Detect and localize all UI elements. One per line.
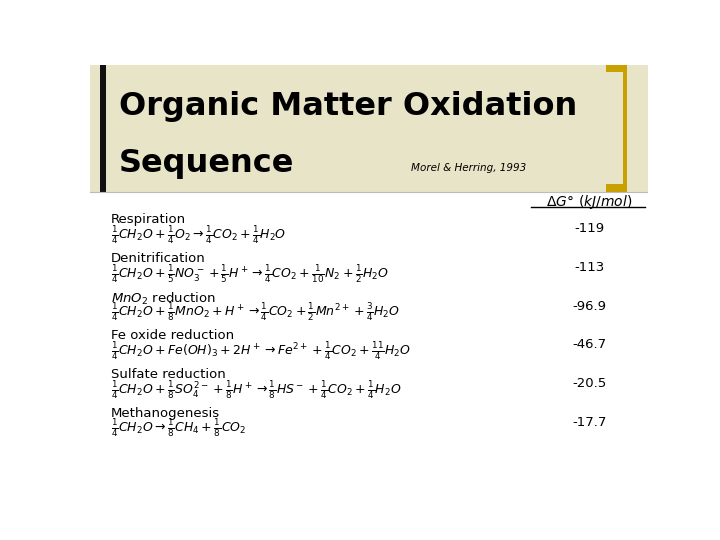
Text: -20.5: -20.5: [572, 377, 606, 390]
Bar: [606, 184, 627, 192]
Text: Denitrification: Denitrification: [111, 252, 206, 265]
Text: Morel & Herring, 1993: Morel & Herring, 1993: [411, 163, 526, 173]
Bar: [90, 65, 648, 192]
Text: Organic Matter Oxidation: Organic Matter Oxidation: [119, 91, 577, 122]
Text: $\frac{1}{4}CH_2O + \frac{1}{8}MnO_2 + H^+ \rightarrow \frac{1}{4}CO_2 + \frac{1: $\frac{1}{4}CH_2O + \frac{1}{8}MnO_2 + H…: [111, 301, 400, 323]
Text: Methanogenesis: Methanogenesis: [111, 407, 220, 420]
Text: $\frac{1}{4}CH_2O + \frac{1}{4}O_2 \rightarrow \frac{1}{4}CO_2 + \frac{1}{4}H_2O: $\frac{1}{4}CH_2O + \frac{1}{4}O_2 \righ…: [111, 224, 287, 246]
Text: Respiration: Respiration: [111, 213, 186, 226]
Text: Sulfate reduction: Sulfate reduction: [111, 368, 226, 381]
Text: $\frac{1}{4}CH_2O + \frac{1}{8}SO_4^{2-} + \frac{1}{8}H^+ \rightarrow \frac{1}{8: $\frac{1}{4}CH_2O + \frac{1}{8}SO_4^{2-}…: [111, 379, 402, 401]
Bar: [100, 65, 106, 192]
Text: $\frac{1}{4}CH_2O + \frac{1}{5}NO_3^- + \frac{1}{5}H^+ \rightarrow \frac{1}{4}CO: $\frac{1}{4}CH_2O + \frac{1}{5}NO_3^- + …: [111, 263, 389, 285]
Bar: [606, 65, 627, 72]
Text: $MnO_2$ reduction: $MnO_2$ reduction: [111, 291, 216, 307]
Text: $\mathit{\Delta G°}$ $\mathit{(kJ/mol)}$: $\mathit{\Delta G°}$ $\mathit{(kJ/mol)}$: [546, 193, 633, 211]
Text: -17.7: -17.7: [572, 416, 606, 429]
Text: -113: -113: [575, 261, 605, 274]
Text: -96.9: -96.9: [572, 300, 606, 313]
Text: $\frac{1}{4}CH_2O + Fe(OH)_3 + 2H^+ \rightarrow Fe^{2+} + \frac{1}{4}CO_2 + \fra: $\frac{1}{4}CH_2O + Fe(OH)_3 + 2H^+ \rig…: [111, 340, 411, 362]
Bar: [623, 65, 627, 192]
Text: Sequence: Sequence: [119, 148, 294, 179]
Text: -119: -119: [575, 222, 605, 235]
Text: $\frac{1}{4}CH_2O \rightarrow \frac{1}{8}CH_4 + \frac{1}{8}CO_2$: $\frac{1}{4}CH_2O \rightarrow \frac{1}{8…: [111, 417, 246, 440]
Text: Fe oxide reduction: Fe oxide reduction: [111, 329, 234, 342]
Text: -46.7: -46.7: [572, 339, 606, 352]
